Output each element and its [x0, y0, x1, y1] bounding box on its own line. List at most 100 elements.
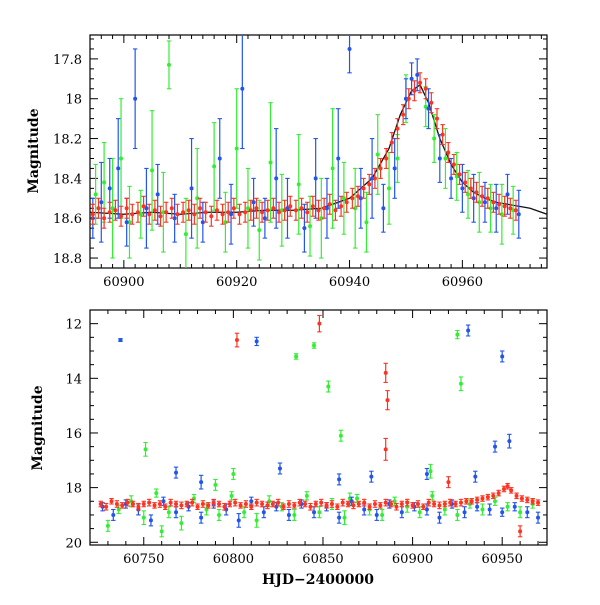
data-point: [443, 156, 448, 161]
data-point: [333, 208, 338, 213]
data-point: [99, 200, 104, 205]
data-point: [148, 518, 153, 523]
data-point: [347, 46, 352, 51]
data-point: [395, 126, 400, 131]
data-point: [468, 186, 473, 191]
data-point: [500, 354, 505, 359]
data-point: [466, 192, 471, 197]
data-point: [249, 499, 254, 504]
data-point: [288, 204, 293, 209]
data-point: [282, 208, 287, 213]
top-panel-y-axis-title: Magnitude: [26, 108, 42, 193]
data-point: [505, 484, 510, 489]
data-point: [238, 503, 243, 508]
data-point: [381, 206, 386, 211]
data-point: [471, 196, 476, 201]
data-point: [536, 500, 541, 505]
data-point: [437, 515, 442, 520]
data-point: [462, 510, 467, 515]
data-point: [356, 502, 361, 507]
data-point: [150, 168, 155, 173]
data-point: [174, 470, 179, 475]
data-point: [458, 500, 463, 505]
data-point: [260, 502, 265, 507]
data-point: [516, 212, 521, 217]
data-point: [93, 192, 98, 197]
top-panel-frame: [89, 34, 548, 269]
top-panel: 60900 60920 60940 60960 17.81818.218.418.61…: [26, 34, 548, 290]
data-point: [98, 502, 103, 507]
data-point: [242, 510, 247, 515]
data-point: [141, 515, 146, 520]
data-point: [500, 510, 505, 515]
data-point: [127, 220, 132, 225]
data-point: [231, 206, 236, 211]
data-point: [475, 497, 480, 502]
data-point: [270, 502, 275, 507]
data-point: [174, 510, 179, 515]
data-point: [491, 493, 496, 498]
data-point: [421, 504, 426, 509]
data-point: [233, 500, 238, 505]
x-tick-label: 60850: [302, 552, 343, 567]
data-point: [279, 208, 284, 213]
data-point: [161, 499, 166, 504]
data-point: [338, 433, 343, 438]
data-point: [505, 192, 510, 197]
data-point: [322, 206, 327, 211]
data-point: [474, 190, 479, 195]
data-point: [350, 196, 355, 201]
y-tick-label: 12: [65, 318, 82, 333]
data-point: [327, 202, 332, 207]
data-point: [268, 160, 273, 165]
data-point: [501, 486, 506, 491]
data-point: [383, 370, 388, 375]
data-point: [161, 210, 166, 215]
data-point: [488, 206, 493, 211]
data-point: [237, 212, 242, 217]
data-point: [251, 200, 256, 205]
data-point: [383, 447, 388, 452]
y-tick-label: 18.8: [53, 252, 82, 267]
x-tick-label: 60900: [392, 552, 433, 567]
data-point: [308, 224, 313, 229]
data-point: [192, 212, 197, 217]
data-point: [417, 510, 422, 515]
data-point: [340, 500, 345, 505]
x-tick-label: 60940: [329, 275, 370, 290]
data-point: [426, 106, 431, 111]
data-point: [254, 518, 259, 523]
data-point: [339, 204, 344, 209]
data-point: [455, 332, 460, 337]
data-point: [114, 502, 119, 507]
data-point: [141, 502, 146, 507]
data-point: [249, 504, 254, 509]
data-point: [181, 210, 186, 215]
data-point: [513, 208, 518, 213]
data-point: [387, 186, 392, 191]
data-point: [292, 503, 297, 508]
data-point: [353, 206, 358, 211]
data-point: [367, 504, 372, 509]
data-point: [380, 512, 385, 517]
data-point: [302, 226, 307, 231]
data-point: [184, 502, 189, 507]
data-point: [154, 491, 159, 496]
data-point: [511, 208, 516, 213]
y-tick-label: 18: [65, 482, 82, 497]
data-point: [296, 182, 301, 187]
data-point: [374, 512, 379, 517]
data-point: [502, 204, 507, 209]
data-point: [147, 500, 152, 505]
data-point: [271, 206, 276, 211]
data-point: [124, 220, 129, 225]
data-point: [448, 500, 453, 505]
data-point: [480, 194, 485, 199]
data-point: [415, 72, 420, 77]
data-point: [186, 208, 191, 213]
data-point: [236, 518, 241, 523]
data-point: [473, 474, 478, 479]
data-point: [329, 502, 334, 507]
data-point: [214, 208, 219, 213]
data-point: [324, 503, 329, 508]
